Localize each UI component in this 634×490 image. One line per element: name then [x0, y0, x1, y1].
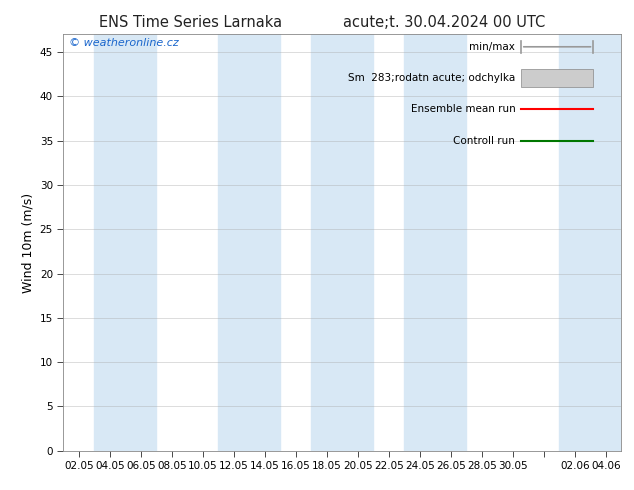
Text: © weatheronline.cz: © weatheronline.cz	[69, 38, 179, 49]
Bar	[404, 34, 467, 451]
Bar	[94, 34, 157, 451]
Text: min/max: min/max	[469, 42, 515, 52]
Y-axis label: Wind 10m (m/s): Wind 10m (m/s)	[21, 193, 34, 293]
FancyBboxPatch shape	[521, 69, 593, 87]
Text: Controll run: Controll run	[453, 136, 515, 146]
Text: acute;t. 30.04.2024 00 UTC: acute;t. 30.04.2024 00 UTC	[342, 15, 545, 30]
Text: Sm  283;rodatn acute; odchylka: Sm 283;rodatn acute; odchylka	[348, 73, 515, 83]
Text: ENS Time Series Larnaka: ENS Time Series Larnaka	[99, 15, 281, 30]
Bar	[311, 34, 373, 451]
Bar	[559, 34, 621, 451]
Bar	[218, 34, 280, 451]
Text: Ensemble mean run: Ensemble mean run	[411, 104, 515, 114]
